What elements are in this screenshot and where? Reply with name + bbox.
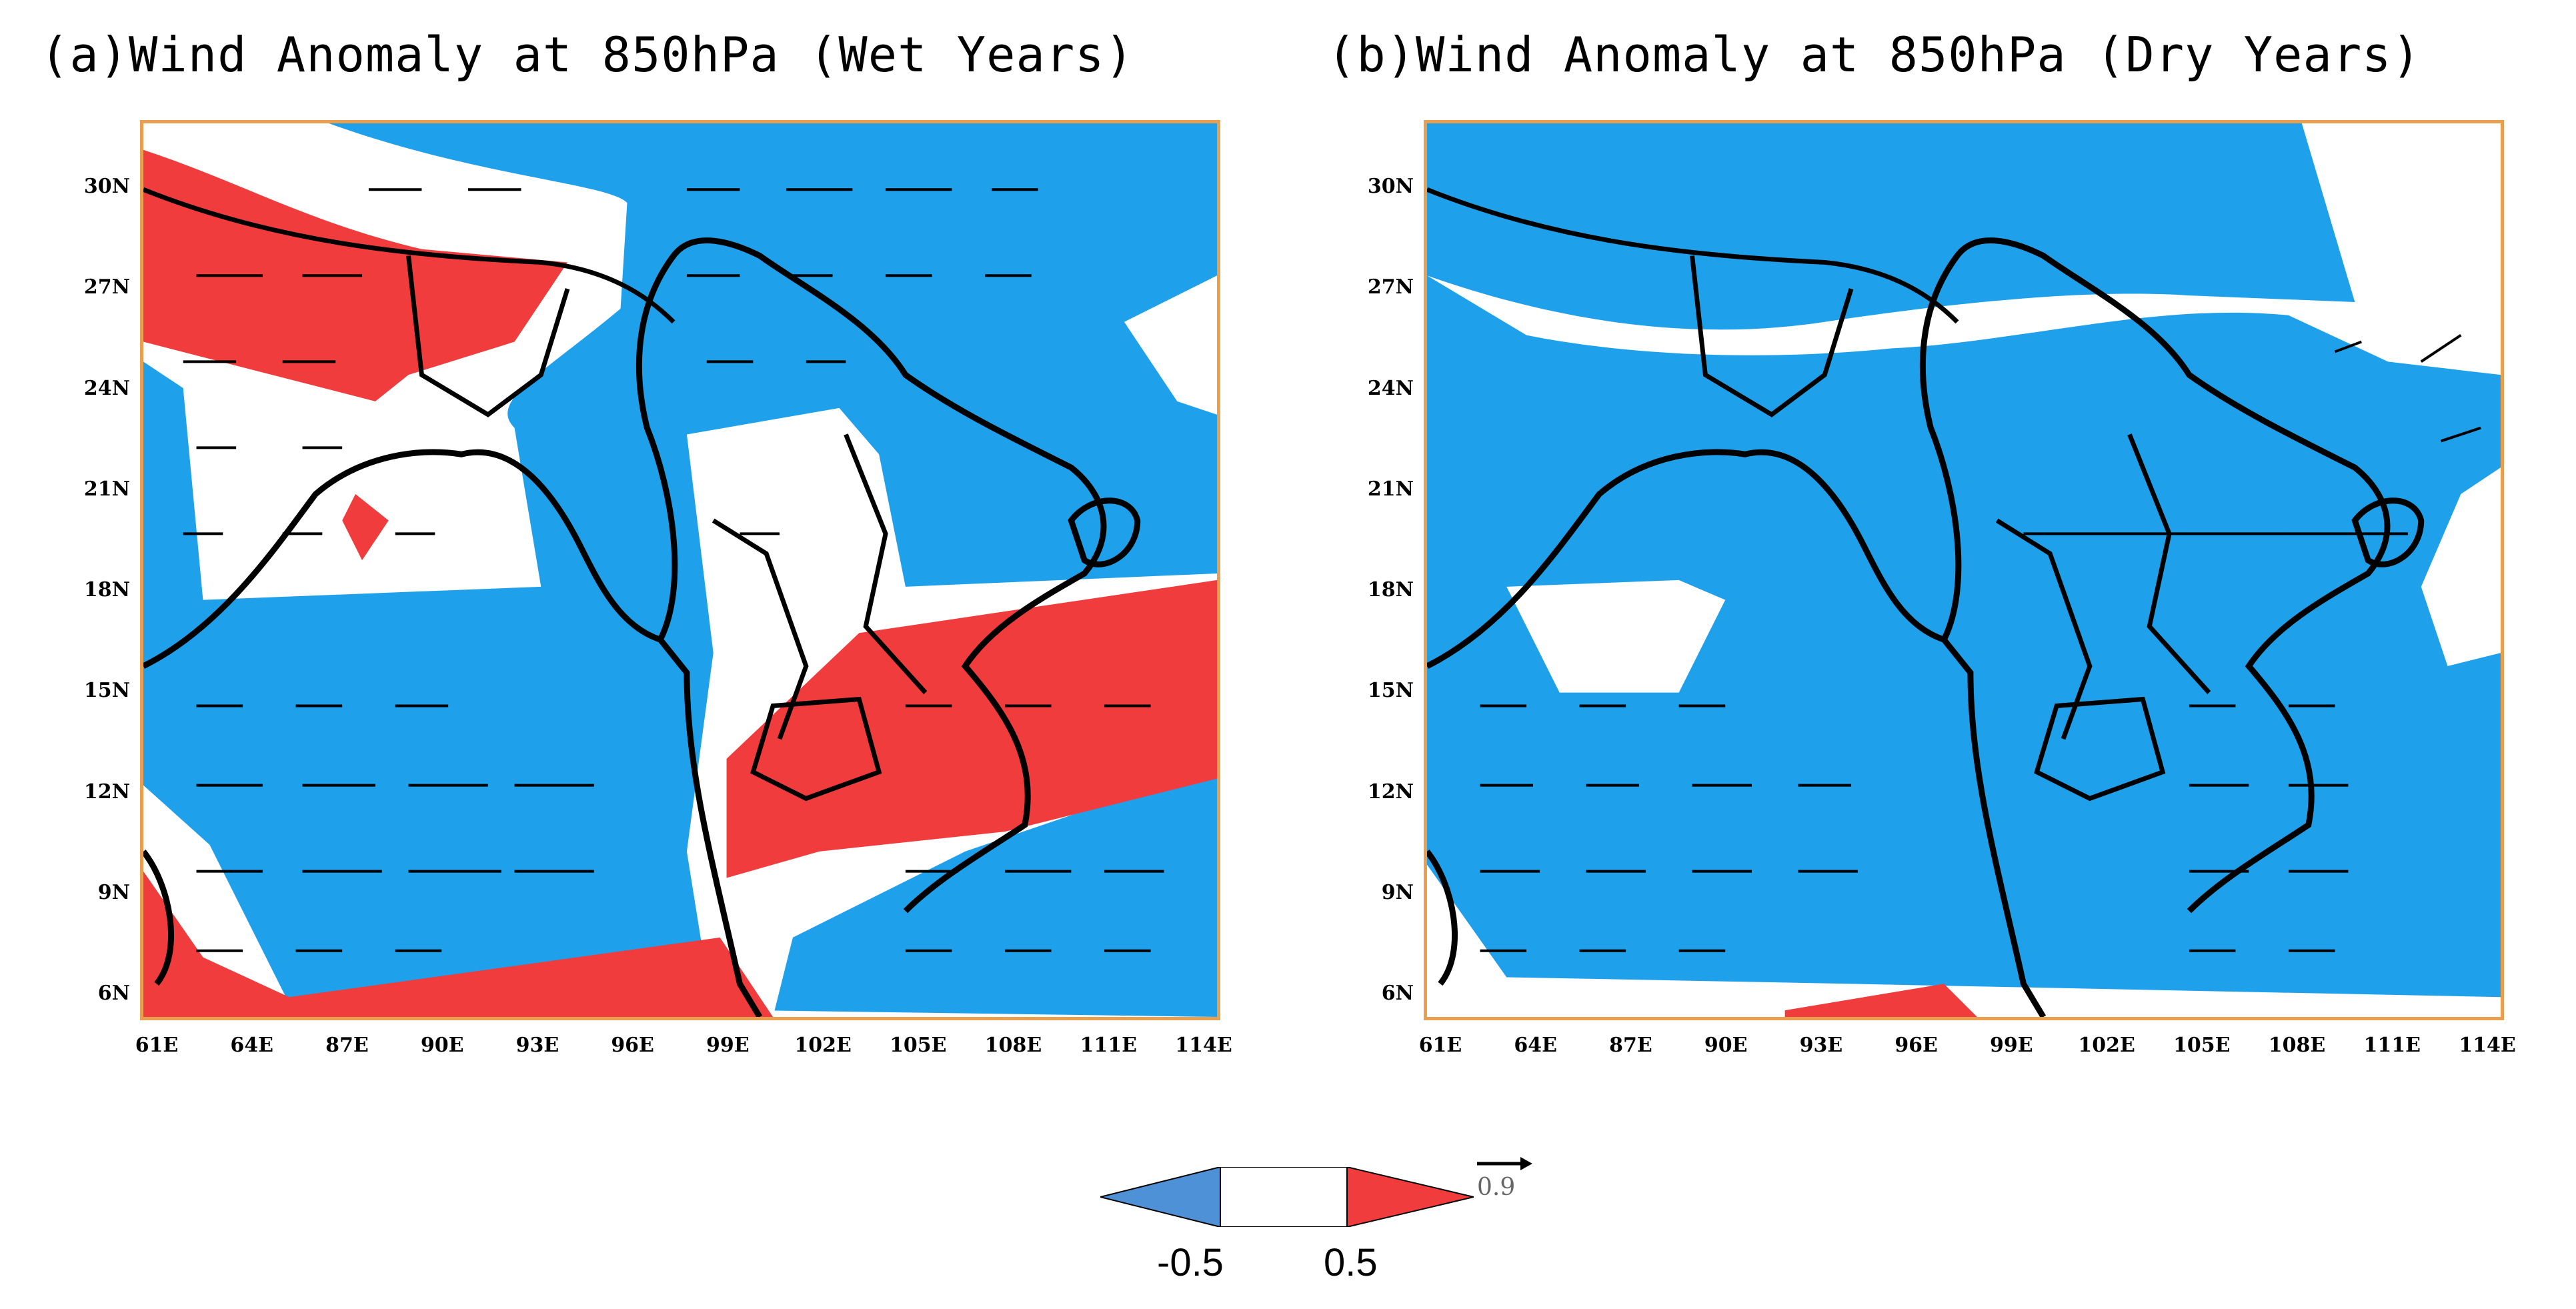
lat-tick-label: 9N [97, 880, 130, 904]
lon-tick-label: 90E [420, 1034, 464, 1057]
lon-tick-label: 102E [2078, 1034, 2135, 1057]
lon-tick-label: 99E [706, 1034, 750, 1057]
lon-tick-label: 111E [2363, 1034, 2421, 1057]
lon-tick-label: 99E [1990, 1034, 2033, 1057]
lat-tick-label: 21N [1367, 477, 1414, 501]
lat-tick-label: 6N [97, 982, 130, 1005]
lon-tick-label: 90E [1704, 1034, 1748, 1057]
lon-tick-label: 93E [515, 1034, 559, 1057]
map-a-field [143, 123, 1217, 1017]
lon-tick-label: 114E [1175, 1034, 1232, 1057]
lon-tick-label: 87E [1609, 1034, 1652, 1057]
lon-tick-label: 108E [984, 1034, 1042, 1057]
lon-tick-label: 102E [794, 1034, 852, 1057]
lat-tick-label: 12N [1367, 780, 1414, 804]
lat-tick-label: 6N [1381, 982, 1414, 1005]
lat-tick-label: 21N [83, 477, 130, 501]
reference-vector-arrow [1477, 1157, 1532, 1170]
colorbar-min-label: -0.5 [1157, 1241, 1224, 1284]
colorbar [1100, 1167, 1474, 1227]
lat-tick-label: 15N [1367, 679, 1414, 703]
lat-tick-label: 30N [1367, 175, 1414, 198]
colorbar-neutral [1220, 1167, 1348, 1227]
lat-tick-label: 15N [83, 679, 130, 703]
panel-b-title: (b)Wind Anomaly at 850hPa (Dry Years) [1327, 27, 2421, 83]
lon-tick-label: 105E [2173, 1034, 2231, 1057]
map-panel-b [1424, 120, 2504, 1020]
lon-tick-label: 61E [135, 1034, 179, 1057]
lon-tick-label: 96E [1894, 1034, 1938, 1057]
lon-tick-label: 61E [1418, 1034, 1462, 1057]
colorbar-negative [1100, 1167, 1221, 1227]
lat-tick-label: 12N [83, 780, 130, 804]
lat-tick-label: 27N [83, 275, 130, 299]
lon-tick-label: 105E [890, 1034, 947, 1057]
lat-tick-label: 9N [1381, 880, 1414, 904]
colorbar-positive [1346, 1167, 1474, 1227]
lon-tick-label: 96E [611, 1034, 654, 1057]
map-panel-a [140, 120, 1220, 1020]
lon-tick-label: 114E [2459, 1034, 2516, 1057]
lat-tick-label: 30N [83, 175, 130, 198]
lon-tick-label: 87E [325, 1034, 369, 1057]
lon-tick-label: 108E [2268, 1034, 2326, 1057]
lon-tick-label: 93E [1799, 1034, 1843, 1057]
lon-tick-label: 64E [230, 1034, 274, 1057]
map-b-field [1427, 123, 2501, 1017]
lon-tick-label: 111E [1080, 1034, 1138, 1057]
panel-a-title: (a)Wind Anomaly at 850hPa (Wet Years) [40, 27, 1134, 83]
colorbar-max-label: 0.5 [1324, 1241, 1378, 1284]
lon-tick-label: 64E [1514, 1034, 1558, 1057]
reference-vector-label: 0.9 [1477, 1174, 1516, 1201]
lat-tick-label: 24N [1367, 376, 1414, 400]
lat-tick-label: 18N [83, 578, 130, 601]
lat-tick-label: 18N [1367, 578, 1414, 601]
lat-tick-label: 27N [1367, 275, 1414, 299]
lat-tick-label: 24N [83, 376, 130, 400]
